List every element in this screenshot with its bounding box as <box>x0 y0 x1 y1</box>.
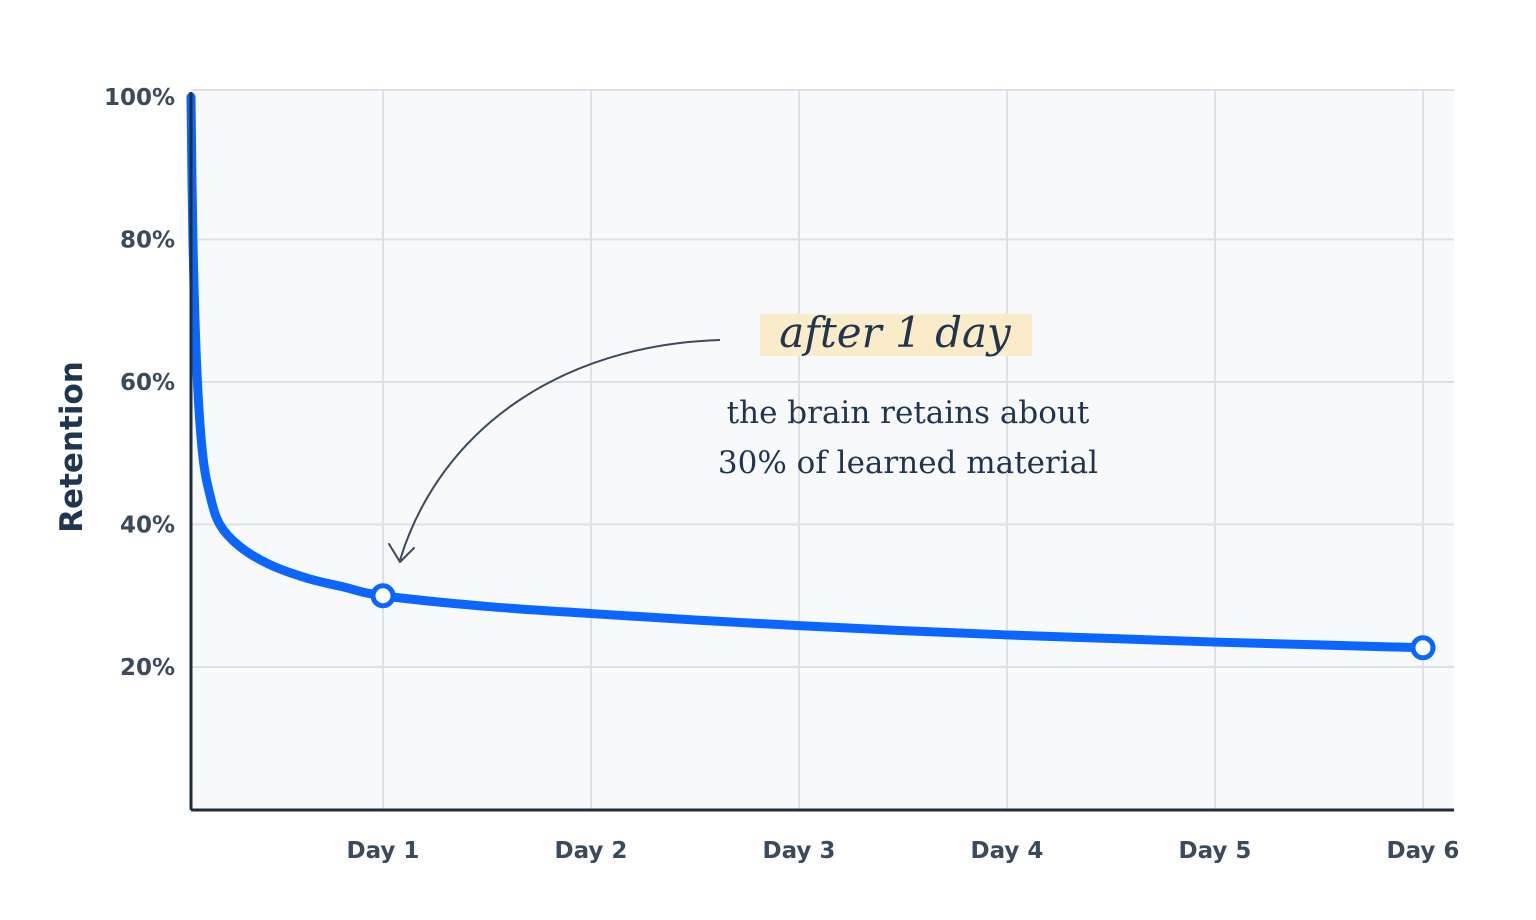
marker-day-6 <box>1410 635 1436 661</box>
annotation-text-line1: the brain retains about <box>727 395 1090 431</box>
x-tick-label: Day 6 <box>1387 838 1460 864</box>
annotation: after 1 day the brain retains about 30% … <box>388 308 1098 563</box>
y-tick-label: 40% <box>120 513 175 539</box>
annotation-arrowhead <box>388 543 415 563</box>
x-tick-label: Day 1 <box>347 838 420 864</box>
plot-background <box>191 90 1454 810</box>
x-tick-label: Day 5 <box>1179 838 1252 864</box>
x-tick-label: Day 2 <box>555 838 628 864</box>
y-tick-label: 100% <box>104 85 175 111</box>
y-tick-label: 60% <box>120 370 175 396</box>
y-tick-label: 20% <box>120 655 175 681</box>
script-label-highlight <box>760 314 1032 356</box>
annotation-arrow <box>399 339 721 561</box>
marker-day-1 <box>370 583 396 609</box>
axes <box>189 92 1454 812</box>
y-axis-label: Retention <box>54 361 90 533</box>
annotation-text-line2: 30% of learned material <box>718 445 1098 481</box>
x-tick-label: Day 4 <box>971 838 1044 864</box>
x-tick-labels: Day 1 Day 2 Day 3 Day 4 Day 5 Day 6 <box>347 838 1460 864</box>
script-label: after 1 day <box>779 308 1012 357</box>
y-tick-labels: 20% 40% 60% 80% 100% <box>104 85 175 681</box>
y-tick-label: 80% <box>120 228 175 254</box>
x-tick-label: Day 3 <box>763 838 836 864</box>
grid-lines <box>191 89 1454 810</box>
curve-markers <box>370 583 1436 661</box>
retention-curve <box>186 92 1428 653</box>
